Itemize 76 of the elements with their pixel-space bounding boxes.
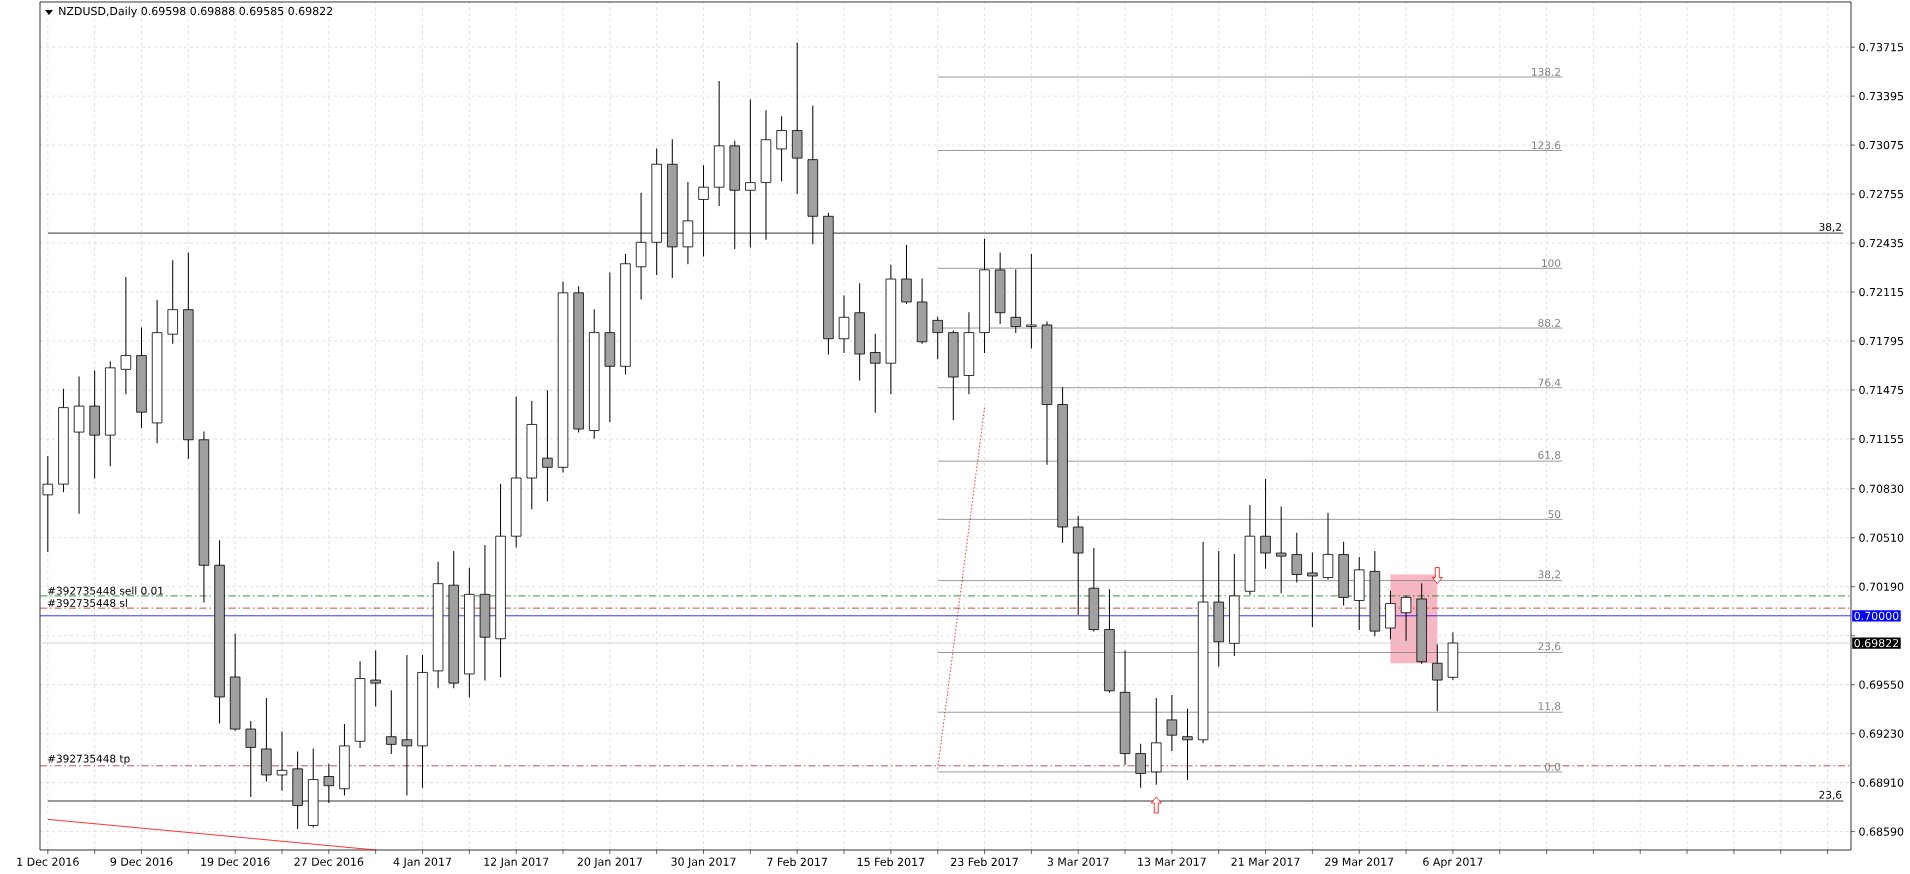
x-tick-label: 21 Mar 2017 (1231, 857, 1300, 866)
ref-line-label: 0.69822 (1854, 638, 1899, 648)
series-label: 76.4 (1538, 378, 1561, 387)
y-tick-label: 0.70190 (1859, 582, 1904, 591)
y-tick-label: 0.68590 (1859, 827, 1904, 836)
candlestick (870, 333, 881, 413)
candlestick (1322, 512, 1334, 580)
y-tick-label: 0.68910 (1859, 778, 1904, 787)
series-label: 61,8 (1538, 450, 1561, 460)
candlestick (276, 731, 288, 791)
y-tick-label: 0.70510 (1859, 533, 1904, 542)
candlestick (120, 277, 132, 395)
x-tick-label: 23 Feb 2017 (951, 857, 1018, 867)
candlestick (1275, 506, 1287, 594)
series-label: 100 (1542, 259, 1561, 268)
series-label: 138.2 (1532, 67, 1560, 76)
candlestick (1400, 595, 1412, 641)
series-label: 23,6 (1819, 790, 1842, 800)
x-tick-label: 12 Jan 2017 (484, 857, 549, 868)
x-tick-label: 19 Dec 2016 (201, 857, 270, 866)
series-label: 38,2 (1819, 222, 1841, 232)
series-label: 38,2 (1538, 570, 1560, 580)
y-tick-label: 0.69550 (1859, 680, 1904, 689)
candlestick (542, 390, 553, 502)
candlestick (401, 655, 413, 796)
candlestick (776, 116, 787, 182)
y-tick-label: 0.69230 (1859, 729, 1904, 738)
y-tick-label: 0.72755 (1859, 189, 1904, 199)
x-tick-label: 9 Dec 2016 (110, 857, 173, 866)
ref-line-label: #392735448 sl (48, 598, 127, 607)
x-tick-label: 7 Feb 2017 (767, 857, 827, 867)
ref-line-label: #392735448 tp (48, 754, 130, 765)
series-label: 88.2 (1538, 318, 1560, 327)
y-tick-label: 0.73395 (1859, 91, 1904, 101)
x-tick-label: 1 Dec 2016 (17, 857, 79, 866)
candlestick (1166, 694, 1178, 751)
candlestick (1260, 479, 1271, 569)
candlestick (370, 650, 381, 707)
candlestick (1307, 552, 1318, 627)
x-tick-label: 6 Apr 2017 (1423, 857, 1483, 868)
y-tick-label: 0.71475 (1859, 385, 1904, 395)
chart-title: NZDUSD,Daily 0.69598 0.69888 0.69585 0.69822 (59, 6, 333, 18)
ref-line-label: #392735448 sell 0.01 (48, 586, 163, 595)
x-tick-label: 13 Mar 2017 (1138, 857, 1206, 866)
candlestick (386, 690, 397, 755)
x-tick-label: 4 Jan 2017 (393, 857, 452, 868)
y-tick-label: 0.73715 (1859, 42, 1904, 52)
series-label: 0.0 (1544, 762, 1561, 771)
x-tick-label: 27 Dec 2016 (294, 857, 364, 866)
y-tick-label: 0.71795 (1859, 336, 1904, 346)
candlestick (1135, 743, 1146, 788)
candlestick (901, 244, 912, 305)
candlestick (838, 295, 850, 354)
candlestick (1026, 254, 1037, 349)
candlestick (1182, 708, 1193, 781)
candlestick (1291, 532, 1303, 583)
series-label: 11,8 (1538, 702, 1561, 712)
x-tick-label: 30 Jan 2017 (671, 857, 736, 868)
candlestick (932, 316, 943, 360)
ref-line-label: 0.70000 (1854, 611, 1899, 620)
candlestick (42, 456, 54, 552)
x-tick-label: 15 Feb 2017 (857, 857, 925, 867)
series-label: 23,6 (1538, 642, 1561, 652)
y-tick-label: 0.72115 (1859, 287, 1904, 297)
x-tick-label: 3 Mar 2017 (1047, 857, 1109, 866)
y-tick-label: 0.71155 (1859, 434, 1904, 444)
candlestick (1010, 269, 1021, 334)
y-tick-label: 0.70830 (1859, 484, 1904, 493)
y-tick-label: 0.72435 (1859, 238, 1904, 248)
x-tick-label: 29 Mar 2017 (1325, 857, 1394, 866)
candlestick (245, 720, 257, 797)
x-tick-label: 20 Jan 2017 (577, 857, 642, 868)
y-tick-label: 0.73075 (1859, 140, 1904, 150)
series-label: 50 (1548, 510, 1561, 519)
series-label: 123.6 (1532, 141, 1561, 150)
candlestick (1432, 644, 1443, 712)
